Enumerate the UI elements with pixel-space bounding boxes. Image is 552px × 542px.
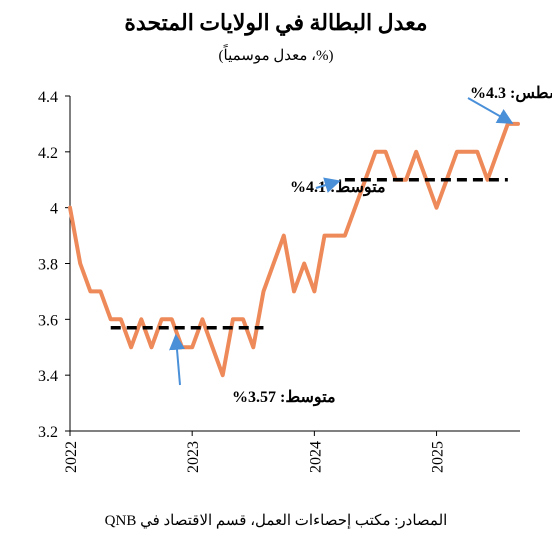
series-line: [68, 121, 520, 378]
series-layer: [68, 121, 520, 378]
y-tick-label: 4: [50, 201, 58, 218]
x-tick-label: 2024: [307, 441, 324, 473]
arrow-latest: [467, 97, 514, 124]
y-tick-label: 4.4: [38, 89, 58, 106]
y-tick-label: 3.6: [38, 312, 58, 329]
arrow-average-1: [169, 333, 185, 386]
arrow-average-2: [315, 177, 341, 193]
chart-source: المصادر: مكتب إحصاءات العمل، قسم الاقتصا…: [105, 513, 448, 529]
y-tick-label: 3.2: [38, 424, 58, 441]
y-axis: 3.2 3.4 3.6 3.8 4 4.2 4.4: [38, 89, 71, 441]
x-tick-label: 2025: [430, 441, 447, 473]
y-tick-label: 3.8: [38, 257, 58, 274]
y-tick-label: 4.2: [38, 145, 58, 162]
annotation-arrows: [169, 97, 514, 386]
x-tick-label: 2023: [185, 441, 202, 473]
annotation-average-2: متوسط: 4.1%: [290, 179, 386, 197]
x-axis: 2022 2023 2024 2025: [63, 430, 520, 473]
x-tick-label: 2022: [63, 441, 80, 473]
chart-subtitle: (%، معدل موسمياً): [219, 44, 334, 64]
chart-title: معدل البطالة في الولايات المتحدة: [124, 10, 427, 36]
average-lines: [110, 178, 508, 330]
annotation-latest: أغسطس: 4.3%: [470, 81, 552, 103]
y-tick-label: 3.4: [38, 368, 58, 385]
annotation-average-1: متوسط: 3.57%: [232, 389, 336, 407]
